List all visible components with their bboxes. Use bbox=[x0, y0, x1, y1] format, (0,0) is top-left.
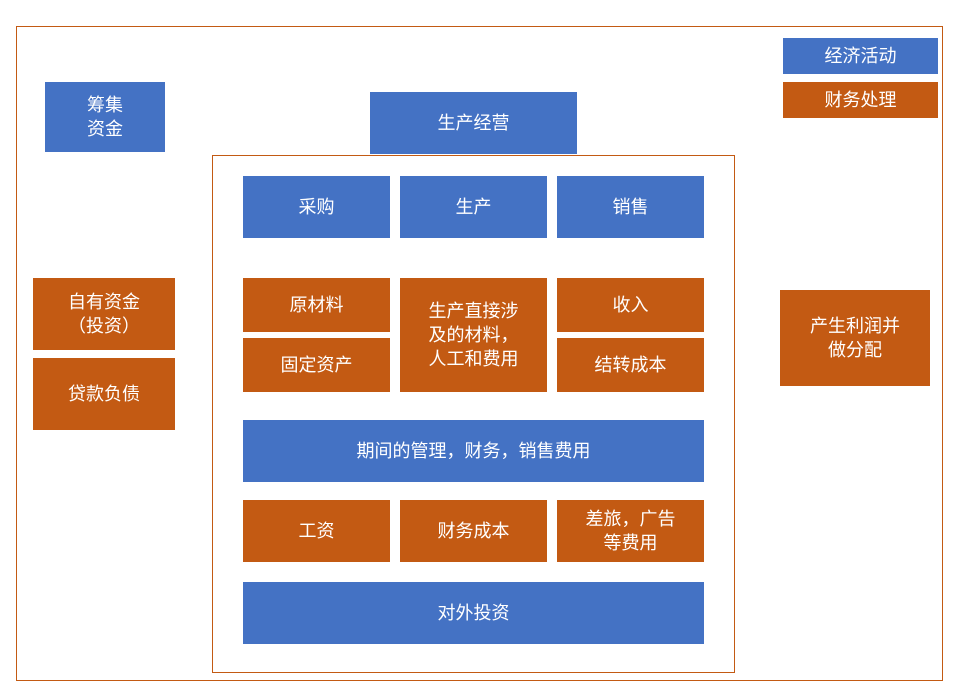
box-cost-carryover: 结转成本 bbox=[557, 338, 704, 392]
box-finance-cost: 财务成本 bbox=[400, 500, 547, 562]
box-loan-liability: 贷款负债 bbox=[33, 358, 175, 430]
legend-financial-processing: 财务处理 bbox=[783, 82, 938, 118]
box-raw-materials: 原材料 bbox=[243, 278, 390, 332]
box-revenue: 收入 bbox=[557, 278, 704, 332]
box-production-operation: 生产经营 bbox=[370, 92, 577, 154]
box-purchase: 采购 bbox=[243, 176, 390, 238]
box-sales: 销售 bbox=[557, 176, 704, 238]
box-travel-ad: 差旅，广告等费用 bbox=[557, 500, 704, 562]
legend-economic-activity: 经济活动 bbox=[783, 38, 938, 74]
box-prod-materials-labor: 生产直接涉及的材料，人工和费用 bbox=[400, 278, 547, 392]
box-profit-allocation: 产生利润并做分配 bbox=[780, 290, 930, 386]
box-period-expenses: 期间的管理，财务，销售费用 bbox=[243, 420, 704, 482]
box-raise-funds: 筹集资金 bbox=[45, 82, 165, 152]
box-own-funds: 自有资金（投资） bbox=[33, 278, 175, 350]
box-production: 生产 bbox=[400, 176, 547, 238]
box-wages: 工资 bbox=[243, 500, 390, 562]
box-fixed-assets: 固定资产 bbox=[243, 338, 390, 392]
box-external-investment: 对外投资 bbox=[243, 582, 704, 644]
